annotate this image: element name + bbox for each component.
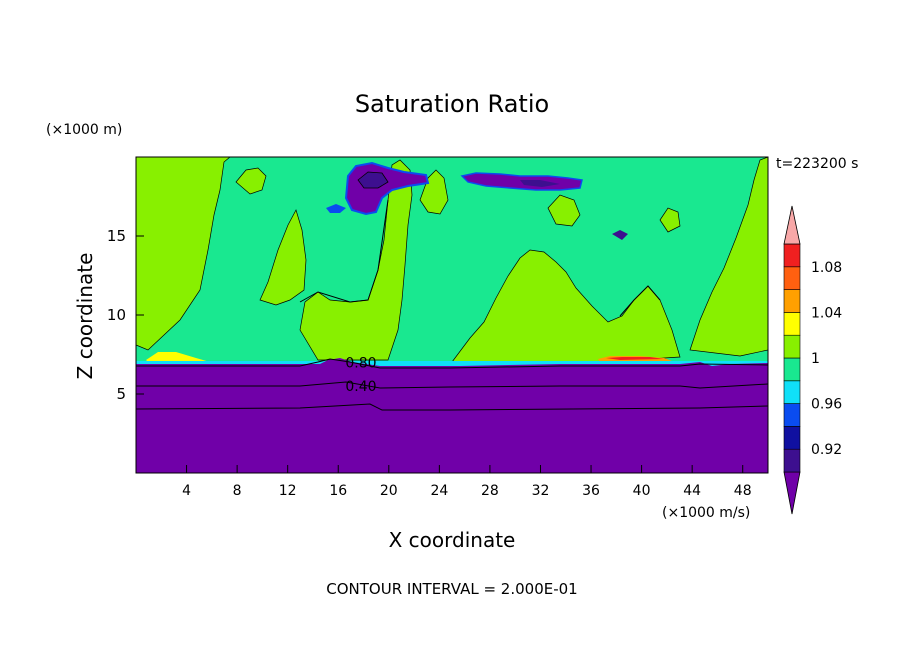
x-tick-label: 16 xyxy=(329,483,347,499)
y-tick-label: 10 xyxy=(107,306,126,324)
y-axis-label: Z coordinate xyxy=(73,253,97,380)
colorbar-swatch xyxy=(783,448,801,473)
colorbar-label: 1.08 xyxy=(811,260,842,276)
x-tick-label: 12 xyxy=(279,483,297,499)
upper-dry-pockets xyxy=(326,161,628,240)
y-tick-label: 5 xyxy=(116,385,126,403)
colorbar-label: 0.96 xyxy=(811,397,842,413)
lower-dry-layer xyxy=(136,358,768,473)
x-tick-label: 28 xyxy=(481,483,499,499)
plot-area: 0.80 0.40 xyxy=(135,156,769,473)
x-tick-label: 44 xyxy=(683,483,701,499)
colorbar-swatch xyxy=(783,380,801,404)
colorbar-label: 1.04 xyxy=(811,305,842,321)
x-tick-label: 24 xyxy=(430,483,448,499)
x-tick-label: 20 xyxy=(380,483,398,499)
contour-interval-note: CONTOUR INTERVAL = 2.000E-01 xyxy=(326,580,577,598)
colorbar-label: 0.92 xyxy=(811,442,842,458)
colorbar-swatch xyxy=(783,357,801,382)
colorbar-swatch xyxy=(783,243,801,268)
x-axis-label: X coordinate xyxy=(389,528,516,552)
colorbar-swatch xyxy=(783,266,801,290)
contour-labels: 0.80 0.40 xyxy=(345,355,376,395)
colorbar: 0.92 0.96 1 1.04 1.08 xyxy=(783,205,842,515)
x-tick-label: 40 xyxy=(633,483,651,499)
colorbar-label: 1 xyxy=(811,351,820,367)
colorbar-swatch xyxy=(783,426,801,450)
colorbar-swatch xyxy=(783,403,801,427)
x-tick-label: 36 xyxy=(582,483,600,499)
colorbar-swatch xyxy=(783,312,801,336)
field-band-1-08 xyxy=(606,357,664,360)
y-tick-label: 15 xyxy=(107,227,126,245)
colorbar-over-arrow xyxy=(783,205,801,245)
x-tick-label: 32 xyxy=(532,483,550,499)
field-band-1-00 xyxy=(135,156,769,363)
x-axis-ticks: 4 8 12 16 20 24 28 32 36 40 44 48 xyxy=(182,465,752,499)
x-unit-label: (×1000 m/s) xyxy=(662,505,750,521)
y-axis-ticks: 5 10 15 xyxy=(107,227,144,403)
x-tick-label: 48 xyxy=(734,483,752,499)
time-label: t=223200 s xyxy=(776,156,858,172)
x-tick-label: 8 xyxy=(233,483,242,499)
contour-label: 0.80 xyxy=(345,355,376,371)
y-unit-label: (×1000 m) xyxy=(46,122,122,138)
colorbar-swatch xyxy=(783,289,801,313)
boundary-strip xyxy=(136,361,768,366)
contour-lines xyxy=(135,199,769,411)
colorbar-swatch xyxy=(783,334,801,359)
colorbar-under-arrow xyxy=(783,471,801,515)
chart-title: Saturation Ratio xyxy=(355,90,549,118)
x-tick-label: 4 xyxy=(182,483,191,499)
contour-label: 0.40 xyxy=(345,379,376,395)
